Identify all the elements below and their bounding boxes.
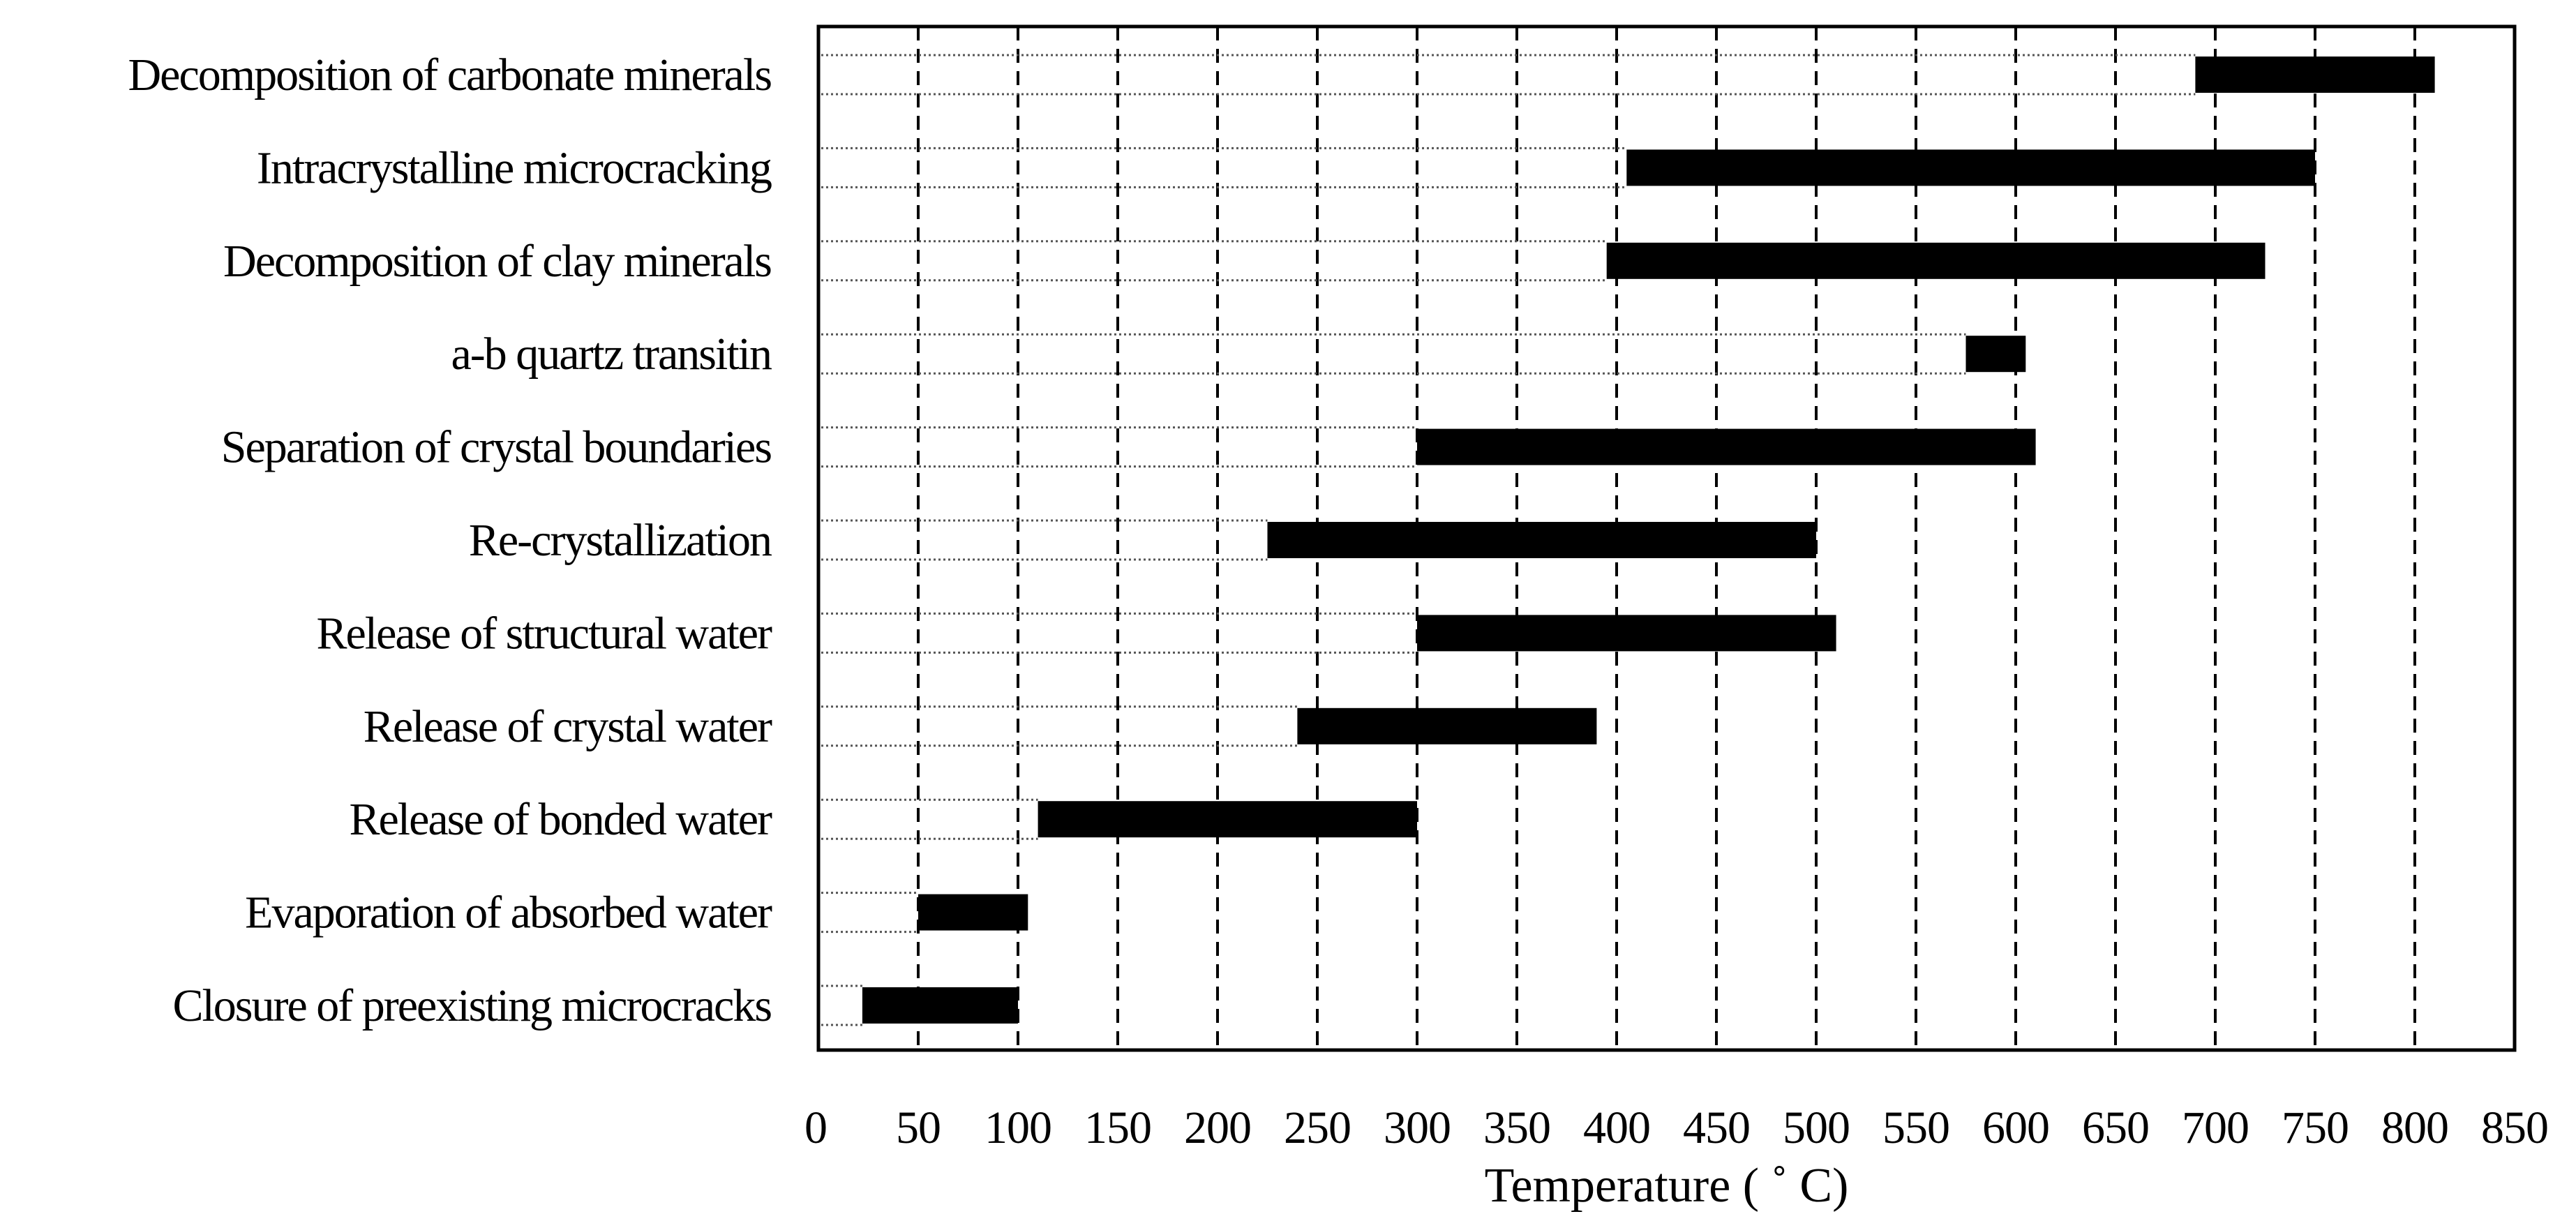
plot-area-frame — [816, 24, 2517, 1052]
x-tick-label: 850 — [2481, 1102, 2548, 1153]
x-tick-label: 0 — [804, 1102, 827, 1153]
category-label: Separation of crystal boundaries — [221, 422, 772, 473]
x-tick-label: 300 — [1384, 1102, 1451, 1153]
x-tick-label: 400 — [1583, 1102, 1650, 1153]
bar-1 — [1626, 149, 2315, 186]
bar-3 — [1965, 336, 2026, 373]
bar-6 — [1417, 615, 1836, 652]
bar-10 — [862, 987, 1018, 1024]
x-tick-label: 250 — [1284, 1102, 1351, 1153]
bar-9 — [918, 894, 1028, 931]
x-tick-label: 100 — [984, 1102, 1051, 1153]
category-label: Closure of preexisting microcracks — [172, 980, 771, 1031]
x-axis-title: Temperature ( ˚ C) — [1485, 1159, 1849, 1213]
category-labels: Decomposition of carbonate minerals Intra… — [128, 50, 774, 1031]
x-tick-label: 750 — [2282, 1102, 2349, 1153]
category-label: Release of structural water — [316, 608, 772, 659]
leader-lines — [821, 54, 2196, 1026]
category-label: Release of crystal water — [364, 701, 772, 752]
x-tick-label: 450 — [1683, 1102, 1750, 1153]
x-tick-label: 600 — [1982, 1102, 2049, 1153]
x-tick-label: 550 — [1882, 1102, 1949, 1153]
category-label: Evaporation of absorbed water — [245, 887, 772, 938]
x-tick-labels: 0 50 100 150 200 250 300 350 400 450 500 550 600 650 7… — [804, 1102, 2549, 1153]
bar-7 — [1297, 707, 1597, 744]
bar-2 — [1606, 242, 2266, 279]
x-tick-label: 50 — [896, 1102, 941, 1153]
x-tick-label: 800 — [2381, 1102, 2448, 1153]
category-label: Re-crystallization — [469, 515, 772, 566]
bar-4 — [1417, 428, 2036, 465]
x-tick-label: 650 — [2082, 1102, 2149, 1153]
category-label: Release of bonded water — [349, 794, 772, 845]
bar-8 — [1038, 801, 1417, 838]
category-label: Intracrystalline microcracking — [257, 142, 772, 193]
x-tick-label: 500 — [1783, 1102, 1850, 1153]
grid-lines — [917, 27, 2416, 1050]
bar-0 — [2195, 57, 2435, 93]
x-tick-label: 200 — [1184, 1102, 1251, 1153]
bars — [862, 57, 2435, 1024]
category-label: a-b quartz transitin — [451, 329, 772, 380]
category-label: Decomposition of carbonate minerals — [128, 50, 771, 100]
x-tick-label: 350 — [1483, 1102, 1550, 1153]
x-tick-label: 700 — [2182, 1102, 2249, 1153]
category-label: Decomposition of clay minerals — [223, 236, 771, 287]
bar-5 — [1267, 522, 1816, 558]
x-tick-label: 150 — [1084, 1102, 1151, 1153]
